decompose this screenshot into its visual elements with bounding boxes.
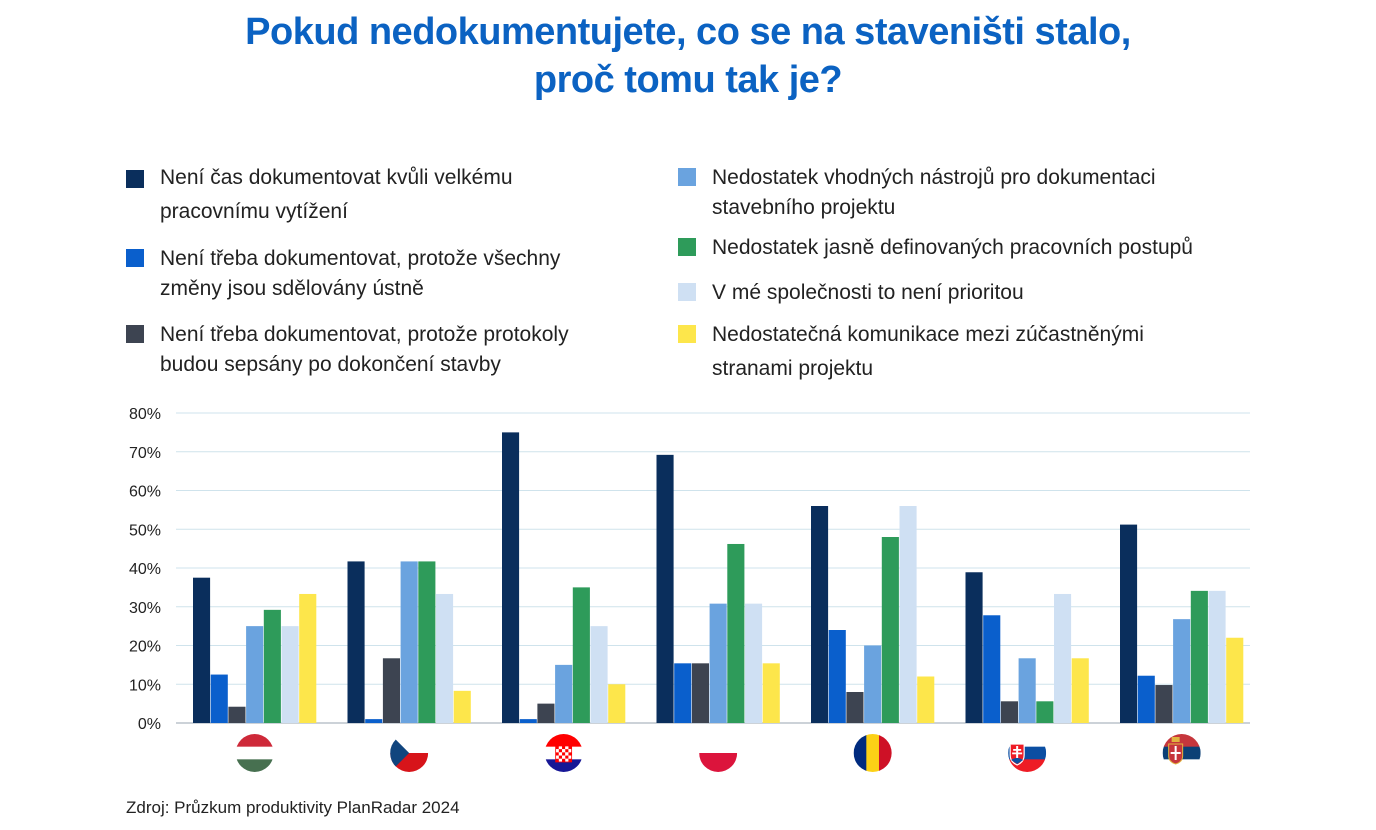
bar [590,626,608,723]
bar [1000,701,1018,723]
bar [1173,619,1191,723]
bar [210,674,228,723]
bar [263,609,281,723]
legend-swatch [126,249,144,267]
bar [299,593,317,723]
bar [382,658,400,723]
bar [828,630,846,723]
y-tick-label: 60% [129,484,161,501]
y-tick-label: 80% [129,406,161,423]
bar [519,719,537,723]
legend-swatch [126,170,144,188]
flag-poland-icon [699,734,738,772]
bar [846,692,864,723]
y-tick-label: 50% [129,522,161,539]
y-tick-label: 30% [129,600,161,617]
bar [608,684,626,723]
bar [246,626,264,723]
flag-serbia-icon [1162,734,1201,772]
source-note: Zdroj: Průzkum produktivity PlanRadar 20… [126,798,460,817]
bar [864,645,882,723]
legend-swatch [678,283,696,301]
bar [1155,685,1173,723]
bar [709,603,727,723]
bar [1036,701,1054,723]
bar [1054,593,1072,723]
legend-item-no-time: Není čas dokumentovat kvůli velkému prac… [126,165,626,229]
legend-label: V mé společnosti to není prioritou [712,281,1024,304]
bar [281,626,299,723]
bar [193,577,211,723]
flag-slovakia-icon [1008,734,1047,772]
bar [1120,524,1138,723]
bar [572,587,590,723]
bar [917,676,935,723]
legend-swatch [126,325,144,343]
y-tick-label: 10% [129,677,161,694]
y-tick-label: 20% [129,639,161,656]
title-line-1: Pokud nedokumentujete, co se na staveniš… [245,11,1131,53]
bar [502,432,520,723]
legend-label: Nedostatečná komunikace mezi zúčastněným… [712,323,1144,380]
bar [674,663,692,723]
bar [1226,637,1244,723]
legend-swatch [678,238,696,256]
legend-item-communication: Nedostatečná komunikace mezi zúčastněným… [678,320,1268,386]
legend-item-oral: Není třeba dokumentovat, protože všechny… [126,244,626,304]
bar [965,572,983,723]
legend-label: Není třeba dokumentovat, protože protoko… [160,323,569,376]
bar [453,690,471,723]
bar [762,663,780,723]
legend-item-tools: Nedostatek vhodných nástrojů pro dokumen… [678,163,1268,223]
legend-item-priority: V mé společnosti to není prioritou [678,278,1268,308]
bar [347,561,365,723]
bar [1071,658,1089,723]
bar [691,663,709,723]
bar [656,454,674,723]
bar [1018,658,1036,723]
legend-swatch [678,325,696,343]
bar [1190,590,1208,723]
bar [899,506,917,723]
flag-czechia-icon [390,734,429,772]
bar [881,537,899,723]
bar [983,615,1001,723]
legend-item-protocols: Není třeba dokumentovat, protože protoko… [126,320,626,380]
flag-croatia-icon [544,734,583,772]
y-tick-label: 40% [129,561,161,578]
legend-label: Není čas dokumentovat kvůli velkému prac… [160,166,513,223]
bar [418,561,436,723]
y-tick-label: 0% [138,716,161,733]
legend-item-procedures: Nedostatek jasně definovaných pracovních… [678,233,1268,263]
legend-swatch [678,168,696,186]
title-line-2: proč tomu tak je? [533,59,843,101]
bar [436,593,454,723]
bar [537,703,555,723]
legend-label: Není třeba dokumentovat, protože všechny… [160,247,561,300]
bar [400,561,418,723]
bar [555,664,573,723]
legend-label: Nedostatek jasně definovaných pracovních… [712,236,1193,259]
legend-label: Nedostatek vhodných nástrojů pro dokumen… [712,166,1156,219]
bar [1137,675,1155,723]
bar [727,543,745,723]
flag-hungary-icon [235,734,274,772]
bar-chart: 0% 10% 20% 30% 40% 50% 60% 70% 80% [129,406,1250,772]
y-tick-label: 70% [129,445,161,462]
bar [745,603,763,723]
bar [1208,590,1226,723]
bar [228,706,246,723]
bar [365,719,383,723]
bar [811,506,829,723]
flag-romania-icon [853,734,892,772]
page-title: Pokud nedokumentujete, co se na staveniš… [0,8,1376,104]
